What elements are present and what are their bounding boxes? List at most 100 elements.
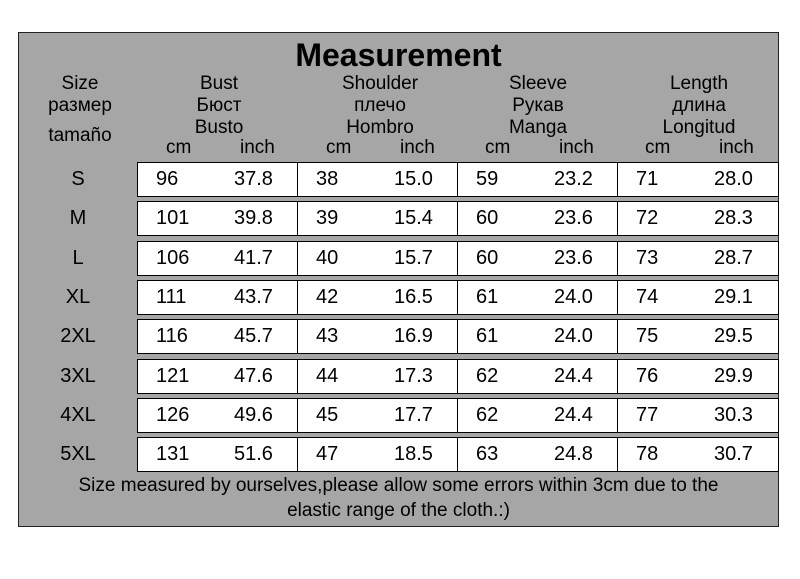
sleeve-cell: 62 24.4 (457, 397, 619, 433)
sleeve-inch-value: 23.2 (554, 168, 593, 190)
shoulder-inch-value: 15.7 (394, 246, 433, 269)
table-row: 4XL 126 49.6 45 17.7 62 24.4 77 30.3 (19, 396, 779, 435)
bust-cm-value: 116 (156, 325, 188, 348)
bust-cell: 121 47.6 (137, 358, 299, 394)
bust-cm-value: 111 (156, 285, 187, 308)
bust-unit-cm: cm (166, 137, 192, 158)
shoulder-inch-value: 17.7 (394, 403, 433, 426)
bust-cell: 111 43.7 (137, 279, 299, 315)
bust-inch-value: 39.8 (234, 207, 273, 230)
shoulder-unit-inch: inch (400, 137, 435, 158)
length-inch-value: 29.9 (714, 364, 753, 387)
length-cm-value: 75 (636, 325, 659, 348)
length-cell: 72 28.3 (617, 201, 779, 237)
size-cell: 2XL (60, 325, 96, 348)
size-cell: S (71, 168, 85, 190)
length-cm-value: 77 (636, 403, 659, 426)
size-header-en: Size (61, 73, 99, 94)
shoulder-cell: 38 15.0 (297, 162, 459, 197)
size-header-ru: размер (48, 95, 112, 116)
size-chart: Measurement Size размер tamaño Bust Бюст… (18, 32, 779, 527)
shoulder-cm-value: 38 (316, 168, 339, 190)
bust-header-es: Busto (194, 117, 244, 138)
bust-cm-value: 106 (156, 246, 190, 269)
bust-header: Bust Бюст Busto (159, 73, 279, 139)
sleeve-inch-value: 24.0 (554, 325, 593, 348)
sleeve-cell: 59 23.2 (457, 162, 619, 197)
shoulder-cm-value: 43 (316, 325, 339, 348)
bust-cell: 101 39.8 (137, 201, 299, 237)
bust-cm-value: 131 (156, 443, 190, 466)
sleeve-inch-value: 24.4 (554, 403, 593, 426)
length-unit-inch: inch (719, 137, 754, 158)
disclaimer-line-2: elastic range of the cloth.:) (287, 500, 510, 521)
length-cell: 74 29.1 (617, 279, 779, 315)
sleeve-header-en: Sleeve (508, 73, 568, 94)
sleeve-cm-value: 61 (476, 325, 499, 348)
sleeve-inch-value: 24.4 (554, 364, 593, 387)
length-header-es: Longitud (662, 117, 736, 138)
table-row: 2XL 116 45.7 43 16.9 61 24.0 75 29.5 (19, 317, 779, 356)
length-cell: 77 30.3 (617, 397, 779, 433)
sleeve-inch-value: 24.0 (554, 285, 593, 308)
length-cell: 76 29.9 (617, 358, 779, 394)
length-inch-value: 30.3 (714, 403, 753, 426)
table-row: XL 111 43.7 42 16.5 61 24.0 74 29.1 (19, 278, 779, 317)
length-cm-value: 71 (636, 168, 659, 190)
sleeve-cell: 63 24.8 (457, 437, 619, 473)
length-cell: 71 28.0 (617, 162, 779, 197)
size-cell: L (72, 246, 84, 269)
shoulder-cell: 47 18.5 (297, 437, 459, 473)
bust-header-en: Bust (199, 73, 239, 94)
shoulder-inch-value: 15.0 (394, 168, 433, 190)
length-inch-value: 30.7 (714, 443, 753, 466)
sleeve-cm-value: 60 (476, 246, 499, 269)
shoulder-header-es: Hombro (346, 117, 414, 138)
disclaimer-line-1: Size measured by ourselves,please allow … (78, 475, 719, 496)
length-cell: 78 30.7 (617, 437, 779, 473)
sleeve-header-es: Manga (508, 117, 568, 138)
size-header-es: tamaño (48, 125, 112, 146)
shoulder-header-en: Shoulder (341, 73, 419, 94)
length-unit-cm: cm (645, 137, 671, 158)
length-cm-value: 76 (636, 364, 659, 387)
bust-inch-value: 43.7 (234, 285, 273, 308)
bust-cm-value: 126 (156, 403, 190, 426)
shoulder-cell: 45 17.7 (297, 397, 459, 433)
shoulder-cell: 40 15.7 (297, 240, 459, 276)
length-inch-value: 28.3 (714, 207, 753, 230)
shoulder-inch-value: 15.4 (394, 207, 433, 230)
bust-cell: 106 41.7 (137, 240, 299, 276)
size-header: Size размер tamaño (41, 73, 119, 147)
table-row: 5XL 131 51.6 47 18.5 63 24.8 78 30.7 (19, 435, 779, 474)
length-cell: 75 29.5 (617, 319, 779, 355)
bust-inch-value: 51.6 (234, 443, 273, 466)
bust-cm-value: 121 (156, 364, 190, 387)
shoulder-unit-cm: cm (326, 137, 352, 158)
shoulder-cm-value: 45 (316, 403, 339, 426)
shoulder-cell: 44 17.3 (297, 358, 459, 394)
sleeve-header: Sleeve Рукав Manga (474, 73, 602, 139)
bust-inch-value: 47.6 (234, 364, 273, 387)
bust-cell: 126 49.6 (137, 397, 299, 433)
length-inch-value: 28.7 (714, 246, 753, 269)
bust-cell: 116 45.7 (137, 319, 299, 355)
length-cm-value: 72 (636, 207, 659, 230)
length-header-ru: длина (672, 95, 726, 116)
shoulder-inch-value: 17.3 (394, 364, 433, 387)
sleeve-cell: 61 24.0 (457, 279, 619, 315)
table-row: L 106 41.7 40 15.7 60 23.6 73 28.7 (19, 239, 779, 278)
length-cm-value: 74 (636, 285, 659, 308)
shoulder-header: Shoulder плечо Hombro (319, 73, 441, 139)
size-cell: 4XL (60, 403, 96, 426)
sleeve-cell: 61 24.0 (457, 319, 619, 355)
shoulder-cell: 39 15.4 (297, 201, 459, 237)
shoulder-cell: 43 16.9 (297, 319, 459, 355)
shoulder-cm-value: 47 (316, 443, 339, 466)
bust-cell: 131 51.6 (137, 437, 299, 473)
bust-inch-value: 41.7 (234, 246, 273, 269)
sleeve-cm-value: 59 (476, 168, 499, 190)
sleeve-cm-value: 63 (476, 443, 499, 466)
sleeve-cell: 62 24.4 (457, 358, 619, 394)
length-inch-value: 29.5 (714, 325, 753, 348)
